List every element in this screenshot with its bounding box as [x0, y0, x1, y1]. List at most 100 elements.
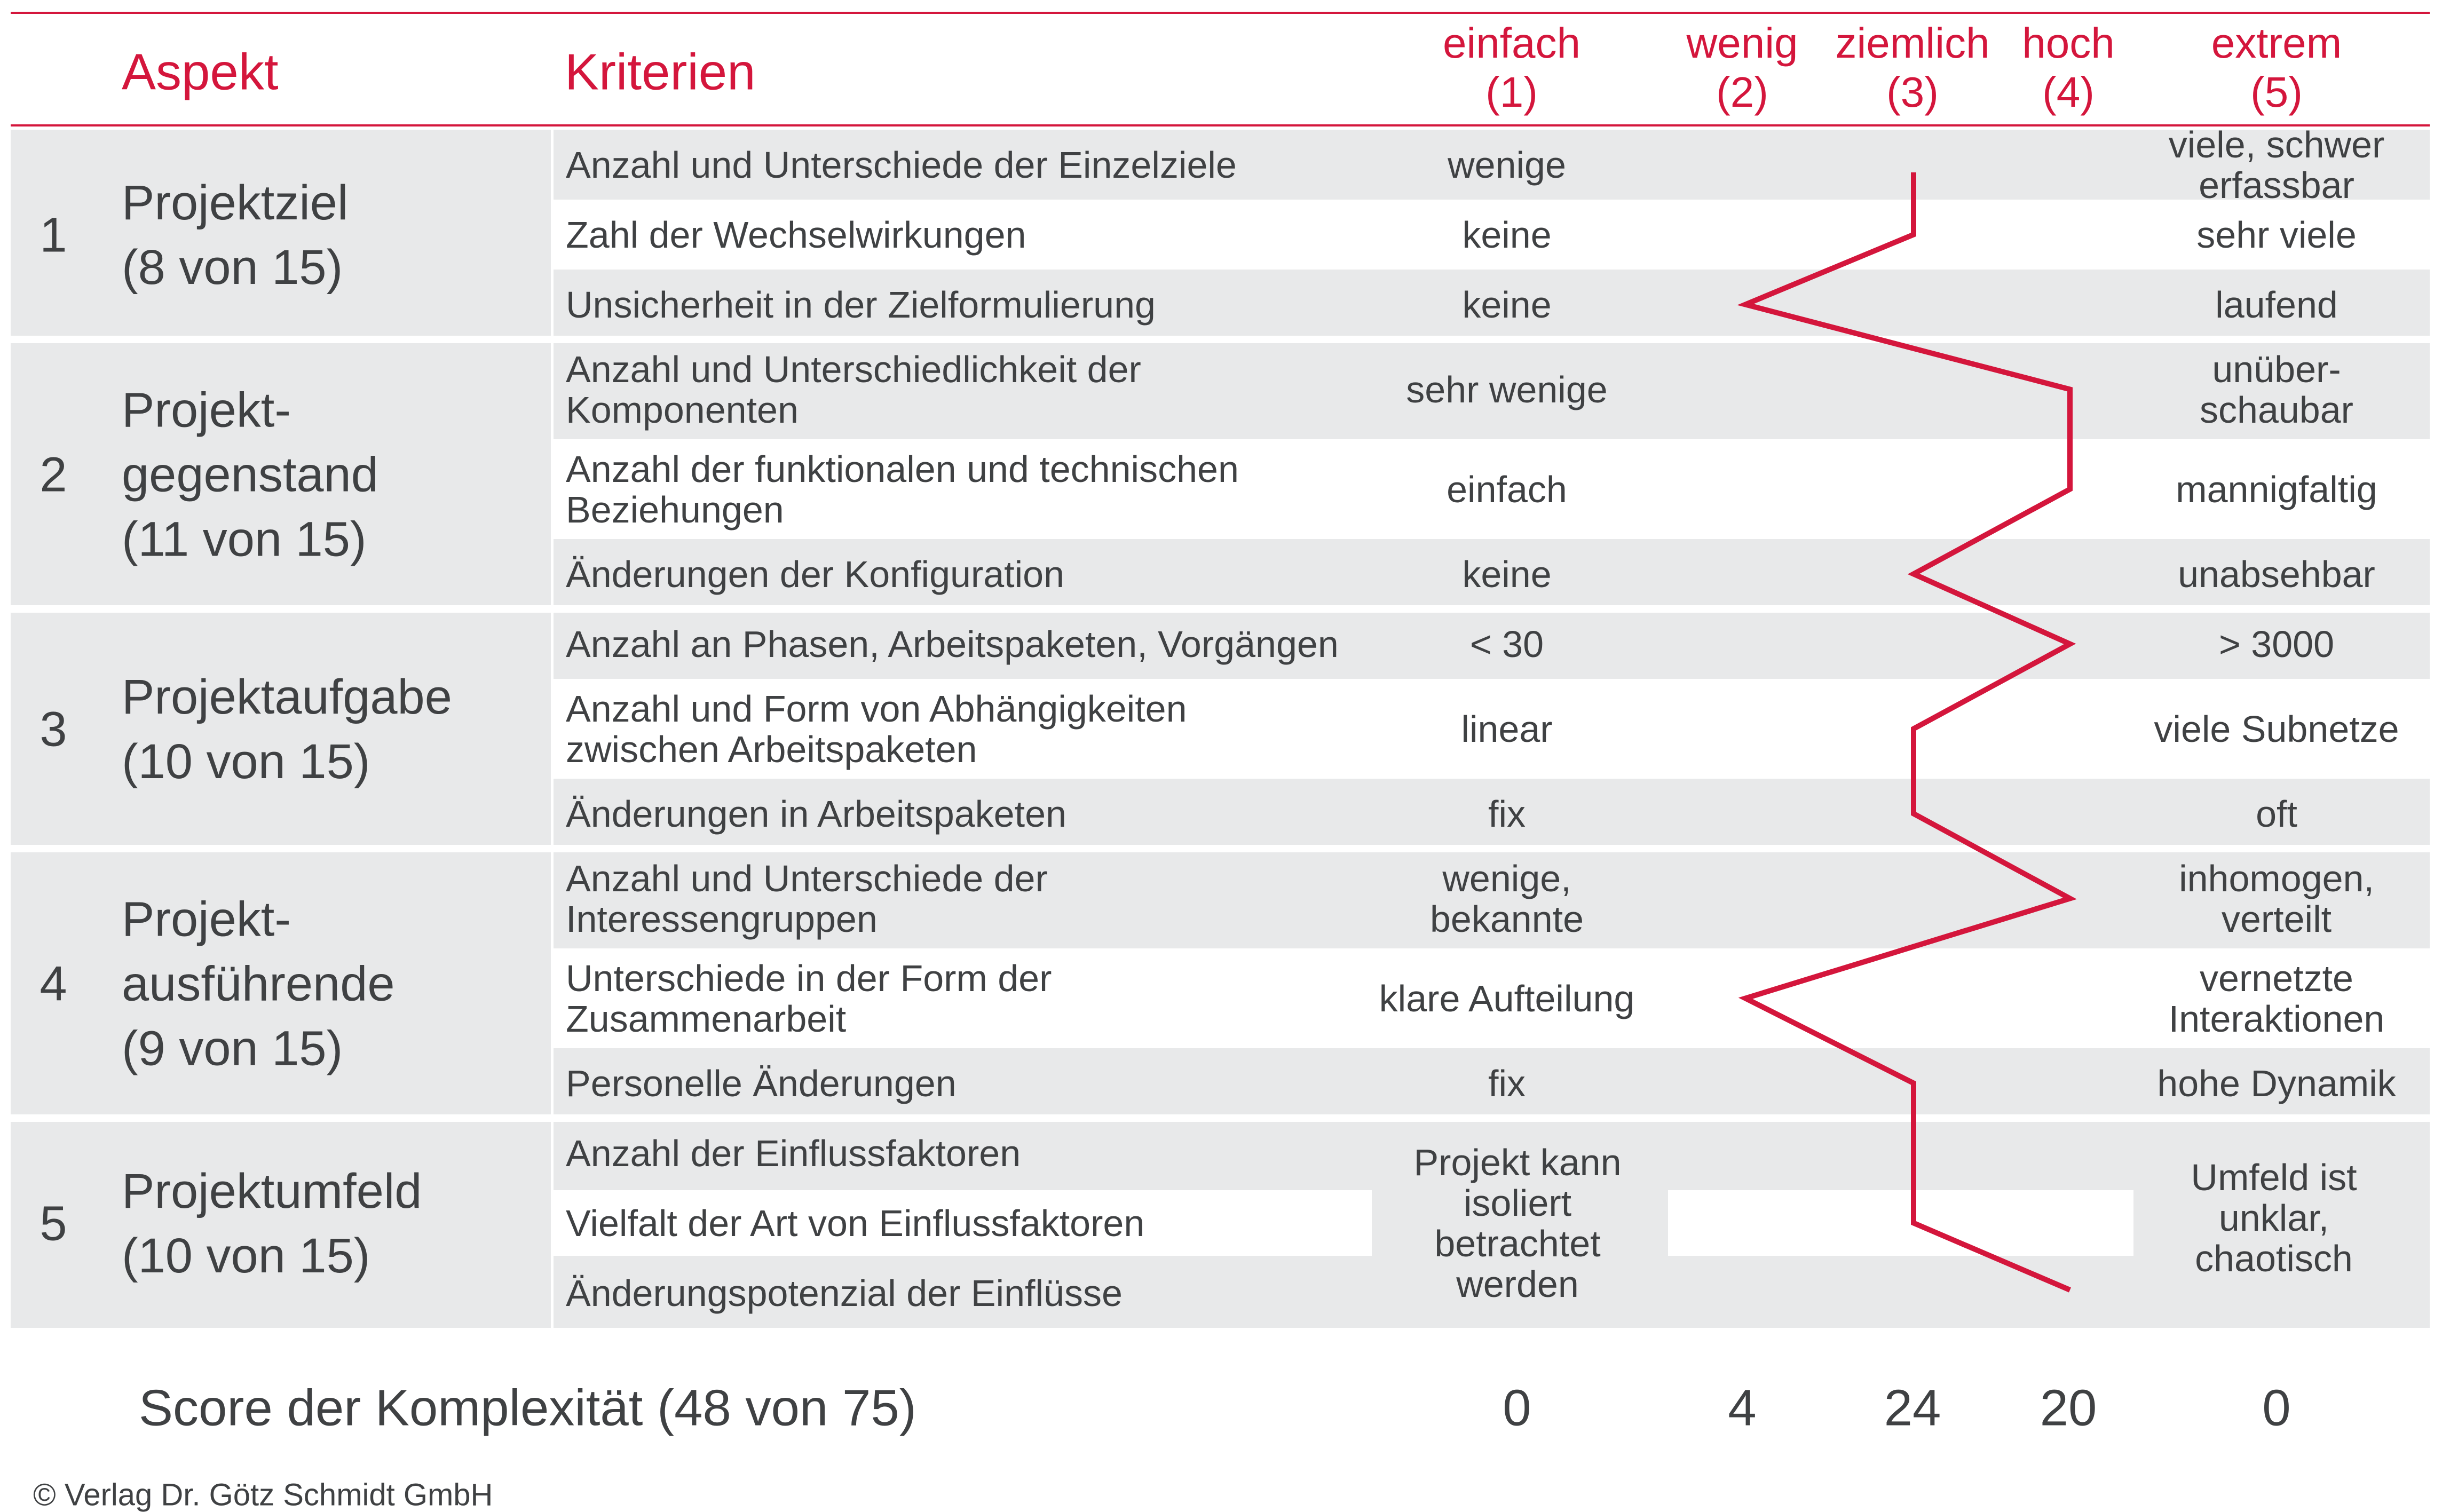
profile-line-chart [1737, 172, 2077, 1293]
extreme-value-2: sehr viele [2196, 214, 2357, 256]
simple-value-2: keine [1462, 214, 1551, 256]
header-level-4: hoch (4) [2022, 19, 2114, 116]
simple-value-11: klare Aufteilung [1379, 978, 1635, 1019]
criterion-13: Anzahl der Einflussfaktoren [566, 1133, 1021, 1174]
extreme-value-1: viele, schwer erfassbar [2169, 124, 2385, 206]
profile-point-9 [1913, 813, 1914, 814]
top-rule [11, 12, 2430, 14]
criterion-3: Unsicherheit in der Zielformulierung [566, 284, 1156, 326]
profile-point-14 [1913, 1223, 1914, 1224]
criterion-14: Vielfalt der Art von Einflussfaktoren [566, 1202, 1144, 1244]
group-name-4: Projekt-ausführende (9 von 15) [122, 892, 395, 1076]
profile-point-5 [2069, 489, 2070, 490]
group-panel-2 [11, 343, 551, 605]
group-name-5: Projektumfeld (10 von 15) [122, 1164, 422, 1283]
simple-value-7: < 30 [1470, 623, 1544, 665]
group-panel-3 [11, 613, 551, 845]
criterion-9: Änderungen in Arbeitspaketen [566, 793, 1066, 835]
criterion-6: Änderungen der Konfiguration [566, 553, 1064, 595]
score-value-3: 24 [1884, 1380, 1941, 1437]
score-footer: Score der Komplexität (48 von 75) 0 4 24 20 0… [33, 1380, 2291, 1512]
simple-value-3: keine [1462, 284, 1551, 326]
row-band [554, 270, 2430, 336]
simple-value-1: wenige [1447, 144, 1566, 186]
criterion-12: Personelle Änderungen [566, 1063, 957, 1104]
extreme-value-5: mannigfaltig [2176, 469, 2377, 510]
header-level-3: ziemlich (3) [1836, 19, 1990, 116]
header-kriterien: Kriterien [565, 44, 755, 101]
extreme-value-12: hohe Dynamik [2157, 1063, 2396, 1104]
criterion-7: Anzahl an Phasen, Arbeitspaketen, Vorgän… [566, 623, 1339, 665]
extreme-value-6: unabsehbar [2178, 553, 2375, 595]
criterion-10: Anzahl und Unterschiede der Interessengru… [566, 858, 1048, 940]
simple-value-4: sehr wenige [1406, 369, 1607, 410]
row-band [554, 779, 2430, 845]
group-name-3: Projektaufgabe (10 von 15) [122, 670, 452, 789]
score-label: Score der Komplexität (48 von 75) [139, 1380, 916, 1437]
group-panel-1 [11, 130, 551, 336]
group-number-3: 3 [39, 702, 67, 757]
header-aspekt: Aspekt [122, 44, 278, 101]
table-background [11, 12, 2430, 1328]
group5-mid-levels [1668, 1190, 2133, 1256]
profile-point-2 [1913, 234, 1914, 235]
header-level-1: einfach (1) [1443, 19, 1580, 116]
group5-simple-value: Projekt kann isoliert betrachtet werden [1413, 1142, 1621, 1305]
group-number-2: 2 [39, 448, 67, 502]
group-name-1: Projektziel (8 von 15) [122, 176, 348, 295]
profile-point-15 [2069, 1289, 2070, 1291]
extreme-value-10: inhomogen, verteilt [2179, 858, 2374, 940]
extreme-value-4: unüber-schaubar [2200, 349, 2353, 431]
simple-value-9: fix [1488, 793, 1526, 835]
copyright-note: © Verlag Dr. Götz Schmidt GmbH [33, 1477, 493, 1512]
row-band [554, 343, 2430, 439]
group5-extreme-value: Umfeld ist unklar, chaotisch [2191, 1157, 2357, 1279]
group-number-1: 1 [39, 208, 67, 263]
header-level-2: wenig (2) [1686, 19, 1798, 116]
profile-point-10 [2069, 898, 2070, 899]
row-band [554, 1048, 2430, 1114]
profile-point-7 [2069, 644, 2070, 645]
criterion-5: Anzahl der funktionalen und technischen B… [566, 448, 1239, 531]
extreme-value-11: vernetzte Interaktionen [2169, 957, 2385, 1040]
row-band [554, 852, 2430, 948]
criterion-2: Zahl der Wechselwirkungen [566, 214, 1026, 256]
profile-point-13 [1913, 1153, 1914, 1154]
header-rule [11, 124, 2430, 126]
row-band [554, 539, 2430, 605]
group5-mid-criterion [554, 1190, 1372, 1256]
extreme-value-8: viele Subnetze [2154, 708, 2399, 750]
row-band [554, 130, 2430, 200]
score-value-2: 4 [1728, 1380, 1756, 1437]
criterion-15: Änderungspotenzial der Einflüsse [566, 1272, 1123, 1314]
criterion-8: Anzahl und Form von Abhängigkeiten zwisch… [566, 688, 1187, 770]
criterion-1: Anzahl und Unterschiede der Einzelziele [566, 144, 1237, 186]
column-header: Aspekt Kriterien einfach (1) wenig (2) ziemlic… [122, 19, 2342, 116]
profile-point-11 [1745, 998, 1746, 999]
extreme-value-7: > 3000 [2219, 623, 2334, 665]
extreme-value-9: oft [2256, 793, 2297, 835]
extreme-value-3: laufend [2215, 284, 2338, 326]
simple-value-6: keine [1462, 553, 1551, 595]
group-number-4: 4 [39, 957, 67, 1011]
profile-point-1 [1913, 172, 1914, 173]
criterion-11: Unterschiede in der Form der Zusammenarbe… [566, 957, 1052, 1040]
group-panel-5 [11, 1122, 551, 1328]
score-value-1: 0 [1503, 1380, 1531, 1437]
group-panel-4 [11, 852, 551, 1114]
simple-value-10: wenige, bekannte [1430, 858, 1584, 940]
table-body: 1 Projektziel (8 von 15) 2 Projekt-gegenstan… [39, 124, 2399, 1314]
group-name-2: Projekt-gegenstand (11 von 15) [122, 383, 378, 567]
simple-value-12: fix [1488, 1063, 1526, 1104]
profile-series-line [1737, 172, 2077, 1293]
criterion-4: Anzahl und Unterschiedlichkeit der Kompon… [566, 349, 1141, 431]
profile-point-12 [1913, 1083, 1914, 1084]
score-value-5: 0 [2262, 1380, 2290, 1437]
row-band [554, 613, 2430, 679]
profile-point-3 [1745, 304, 1746, 305]
simple-value-5: einfach [1447, 469, 1567, 510]
profile-point-6 [1913, 574, 1914, 575]
group-number-5: 5 [39, 1197, 67, 1251]
profile-point-8 [1913, 729, 1914, 730]
